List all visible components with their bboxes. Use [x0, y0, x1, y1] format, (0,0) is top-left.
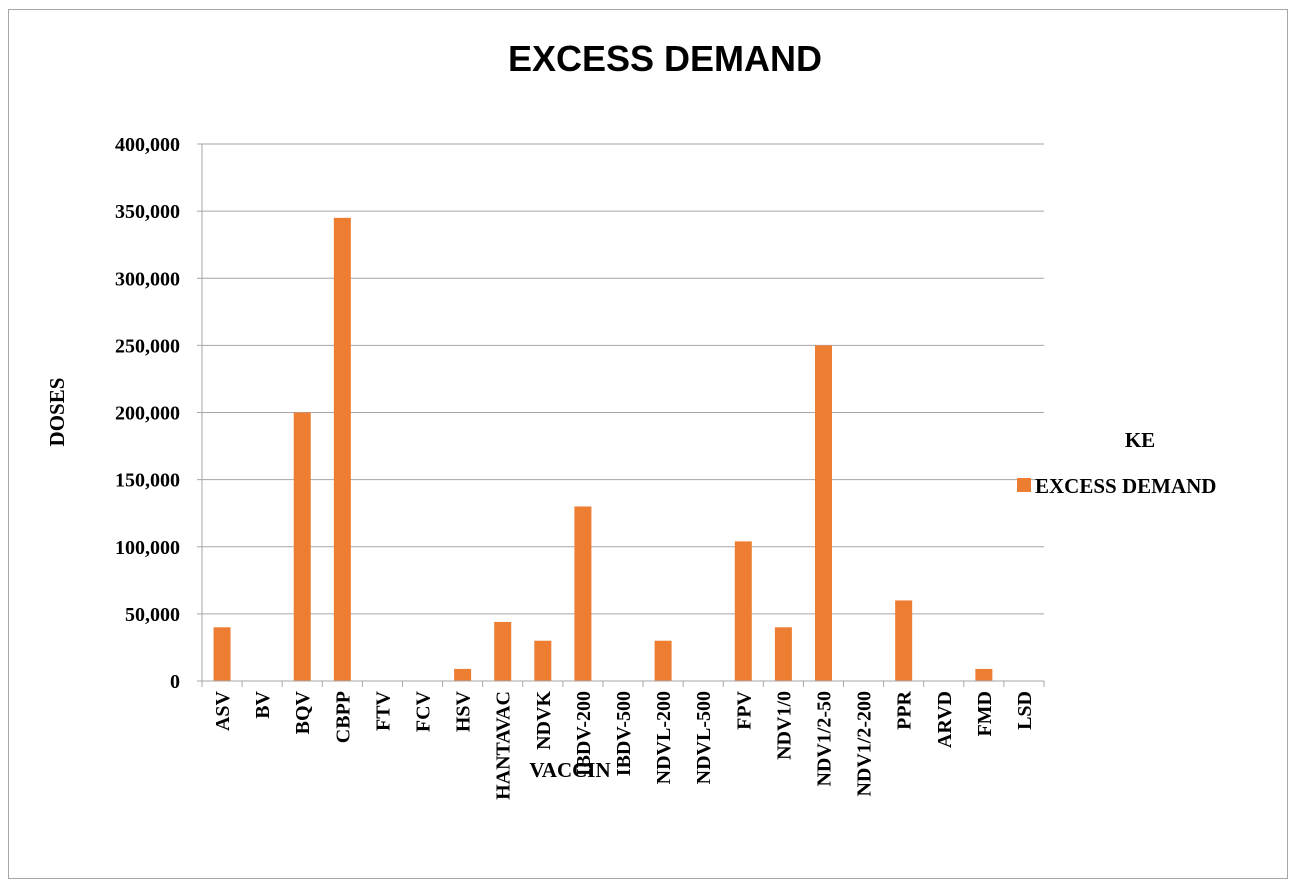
bar [213, 627, 231, 681]
bar [895, 600, 913, 681]
x-tick-label: FTV [372, 690, 394, 731]
y-tick-label: 150,000 [115, 470, 180, 492]
chart-title: EXCESS DEMAND [507, 38, 823, 79]
y-tick-label: 350,000 [115, 201, 180, 223]
x-tick-label: ASV [212, 690, 234, 731]
bar [774, 627, 792, 681]
x-tick-labels: ASV BV BQV CBPP FTV FCV HSV HANTAVAC NDVK IBDV-20… [212, 690, 1036, 799]
x-tick-label: PPR [894, 690, 916, 729]
x-tick-label: NDV1/2-50 [813, 691, 835, 787]
x-tick-label: ARVD [934, 691, 956, 748]
chart-frame [8, 9, 1288, 879]
bars [213, 217, 993, 681]
bar [654, 640, 672, 681]
bar [534, 640, 552, 681]
gridlines [202, 143, 1044, 615]
y-tick-label: 200,000 [115, 403, 180, 425]
y-tick-label: 250,000 [115, 335, 180, 357]
x-tick-label: FCV [413, 690, 435, 732]
x-tick-label: NDVL-500 [693, 691, 715, 784]
x-tick-label: FPV [733, 690, 755, 729]
y-tick-label: 50,000 [125, 604, 180, 626]
x-axis-title: VACCIN [529, 758, 610, 782]
bar [574, 506, 592, 681]
x-tick-label: FMD [974, 691, 996, 737]
bar [293, 412, 311, 681]
x-tick-label: BV [252, 690, 274, 718]
y-axis-title: DOSES [45, 378, 69, 447]
y-tick-label: 0 [170, 671, 180, 693]
x-tick-label: CBPP [332, 691, 354, 743]
x-tick-label: HSV [453, 690, 475, 732]
x-tick-label: NDVL-200 [653, 691, 675, 784]
legend-swatch [1017, 478, 1031, 492]
legend: KE EXCESS DEMAND [1017, 428, 1216, 498]
x-tick-label: LSD [1014, 691, 1036, 730]
y-tick-labels: 0 50,000 100,000 150,000 200,000 250,000 300,0… [115, 134, 180, 693]
bar [333, 217, 351, 681]
x-tick-label: NDVK [533, 691, 555, 750]
y-tick-label: 100,000 [115, 537, 180, 559]
x-tick-label: IBDV-500 [613, 691, 635, 776]
legend-label: EXCESS DEMAND [1035, 474, 1216, 498]
x-tick-label: BQV [292, 690, 314, 734]
x-tick-label: IBDV-200 [573, 691, 595, 776]
x-tick-label: NDV1/0 [773, 691, 795, 760]
y-tick-label: 300,000 [115, 268, 180, 290]
bar [494, 621, 512, 681]
y-tick-label: 400,000 [115, 134, 180, 156]
bar [734, 541, 752, 681]
bar [454, 668, 472, 681]
x-tick-label: NDV1/2-200 [854, 691, 876, 797]
legend-title: KE [1125, 428, 1155, 452]
bar [975, 668, 993, 681]
axes [197, 143, 1045, 687]
bar [814, 345, 832, 681]
x-tick-label: HANTAVAC [493, 691, 515, 800]
